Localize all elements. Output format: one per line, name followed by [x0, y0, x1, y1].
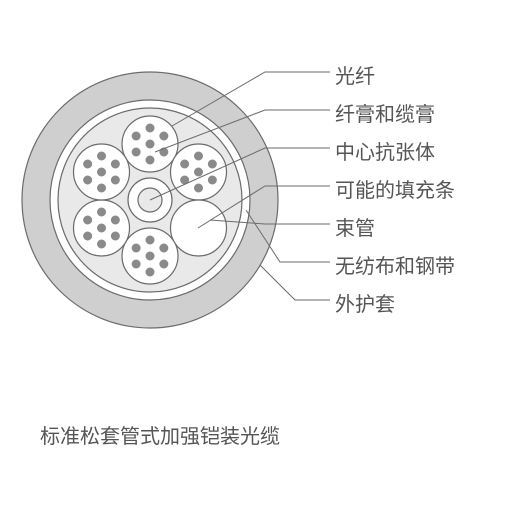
component-label: 光纤 [335, 60, 375, 89]
component-label: 纤膏和缆膏 [335, 98, 435, 127]
component-label: 无纺布和钢带 [335, 250, 455, 279]
component-label: 中心抗张体 [335, 136, 435, 165]
component-label: 束管 [335, 212, 375, 241]
diagram-caption: 标准松套管式加强铠装光缆 [40, 420, 280, 449]
component-label: 可能的填充条 [335, 174, 455, 203]
component-label: 外护套 [335, 288, 395, 317]
